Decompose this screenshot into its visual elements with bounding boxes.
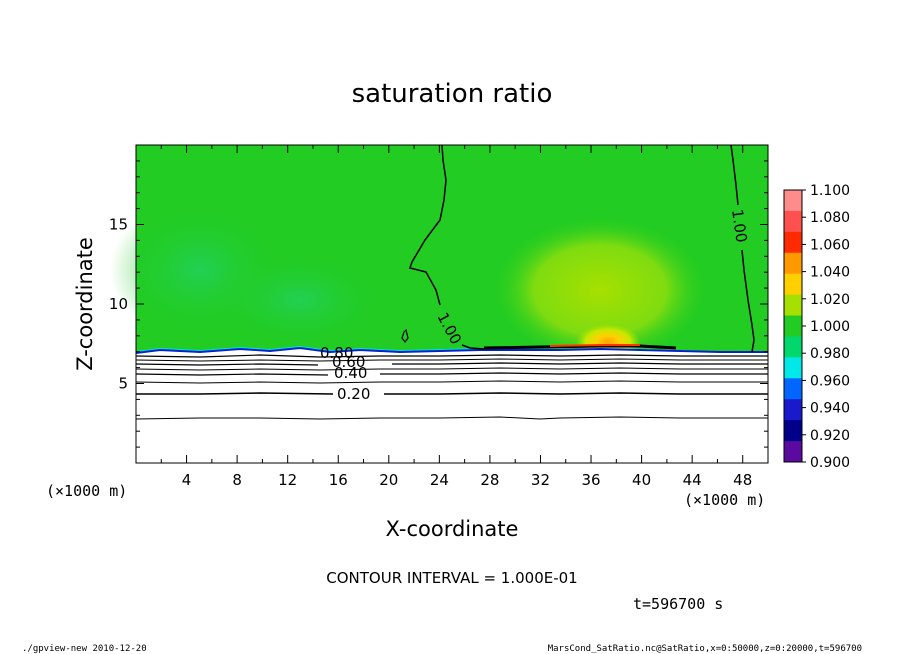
footer-right: MarsCond_SatRatio.nc@SatRatio,x=0:50000,… [548, 644, 862, 654]
contour-0.40 [135, 372, 768, 376]
colorbar-swatch [784, 399, 802, 421]
x-tick-label: 28 [480, 471, 499, 489]
chart-title: saturation ratio [352, 79, 553, 109]
x-tick-label: 4 [182, 471, 192, 489]
colorbar-label: 1.060 [810, 237, 850, 253]
x-tick-label: 48 [733, 471, 752, 489]
colorbar-label: 0.920 [810, 428, 850, 444]
colorbar-swatch [784, 294, 802, 317]
colorbar-swatch [784, 190, 802, 212]
colorbar-swatch [784, 252, 802, 275]
colorbar-label: 0.980 [810, 346, 850, 362]
contour-0.20 [136, 392, 768, 395]
colorbar-label: 0.900 [810, 455, 850, 471]
y-tick-label: 10 [109, 295, 128, 313]
contour-0.60 [135, 362, 768, 366]
x-axis-label: X-coordinate [386, 517, 519, 541]
colorbar-label: 1.100 [810, 183, 850, 199]
colorbar-label: 1.020 [810, 292, 850, 308]
axis-ticks [136, 145, 768, 463]
colorbar-swatch [784, 420, 802, 442]
edge-band-red [549, 344, 640, 347]
colorbar-label: 1.000 [810, 319, 850, 335]
colorbar-swatch [784, 231, 802, 254]
contour-1.00-mid [409, 144, 485, 350]
x-tick-label: 32 [531, 471, 550, 489]
x-tick-label: 8 [232, 471, 242, 489]
x-unit-label-right: (×1000 m) [684, 491, 765, 509]
x-tick-label: 12 [278, 471, 297, 489]
contour-0.80 [135, 354, 768, 358]
colorbar-swatch [784, 441, 802, 463]
x-tick-label: 36 [581, 471, 600, 489]
contour-0.30 [135, 380, 768, 384]
colorbar-label: 0.940 [810, 401, 850, 417]
contour-interval: CONTOUR INTERVAL = 1.000E-01 [326, 569, 577, 587]
contour-label-0.40: 0.40 [334, 364, 367, 382]
contour-1.00-right [730, 144, 755, 353]
contour-label-0.20: 0.20 [337, 385, 370, 403]
edge-band-blue [135, 346, 768, 354]
x-tick-labels: 4 8 12 16 20 24 28 32 36 40 44 48 [182, 471, 752, 489]
x-tick-label: 16 [329, 471, 348, 489]
colorbar [783, 189, 806, 463]
colorbar-label: 0.960 [810, 373, 850, 389]
light-region-mid [210, 250, 390, 350]
time-label: t=596700 s [633, 595, 723, 613]
contour-1.00-blob [401, 328, 409, 343]
dry-layer [136, 348, 768, 463]
colorbar-label: 1.040 [810, 265, 850, 281]
contour-0.70 [135, 358, 768, 362]
y-axis-label: Z-coordinate [73, 237, 97, 371]
colorbar-labels: 1.100 1.080 1.060 1.040 1.020 1.000 0.980 0.960… [810, 183, 850, 471]
x-tick-label: 20 [379, 471, 398, 489]
contour-label-0.60: 0.60 [332, 353, 365, 371]
colorbar-swatch [784, 378, 802, 400]
colorbar-swatch [784, 336, 802, 358]
colorbar-swatch [784, 357, 802, 379]
y-tick-label: 5 [118, 375, 128, 393]
contour-label-1.00-right: 1.00 [728, 208, 750, 244]
x-tick-label: 44 [683, 471, 702, 489]
contour-lines [135, 144, 768, 420]
plot-area: 1.00 1.00 0.80 0.60 0.40 0.20 [110, 144, 769, 464]
contour-0.50 [135, 367, 768, 371]
colorbar-swatch [784, 210, 802, 233]
x-tick-label: 24 [430, 471, 449, 489]
y-tick-label: 15 [109, 216, 128, 234]
y-tick-labels: 5 10 15 [109, 216, 128, 393]
contour-label-0.80: 0.80 [320, 344, 353, 362]
colorbar-label: 1.080 [810, 210, 850, 226]
footer-left: ./gpview-new 2010-12-20 [22, 644, 147, 654]
contour-0.10 [135, 416, 768, 420]
contour-labels: 1.00 1.00 0.80 0.60 0.40 0.20 [320, 208, 751, 403]
supersat-region [490, 215, 710, 365]
x-unit-label-left: (×1000 m) [46, 482, 127, 500]
colorbar-swatch [784, 273, 802, 296]
colorbar-swatch [784, 315, 802, 337]
x-tick-label: 40 [632, 471, 651, 489]
